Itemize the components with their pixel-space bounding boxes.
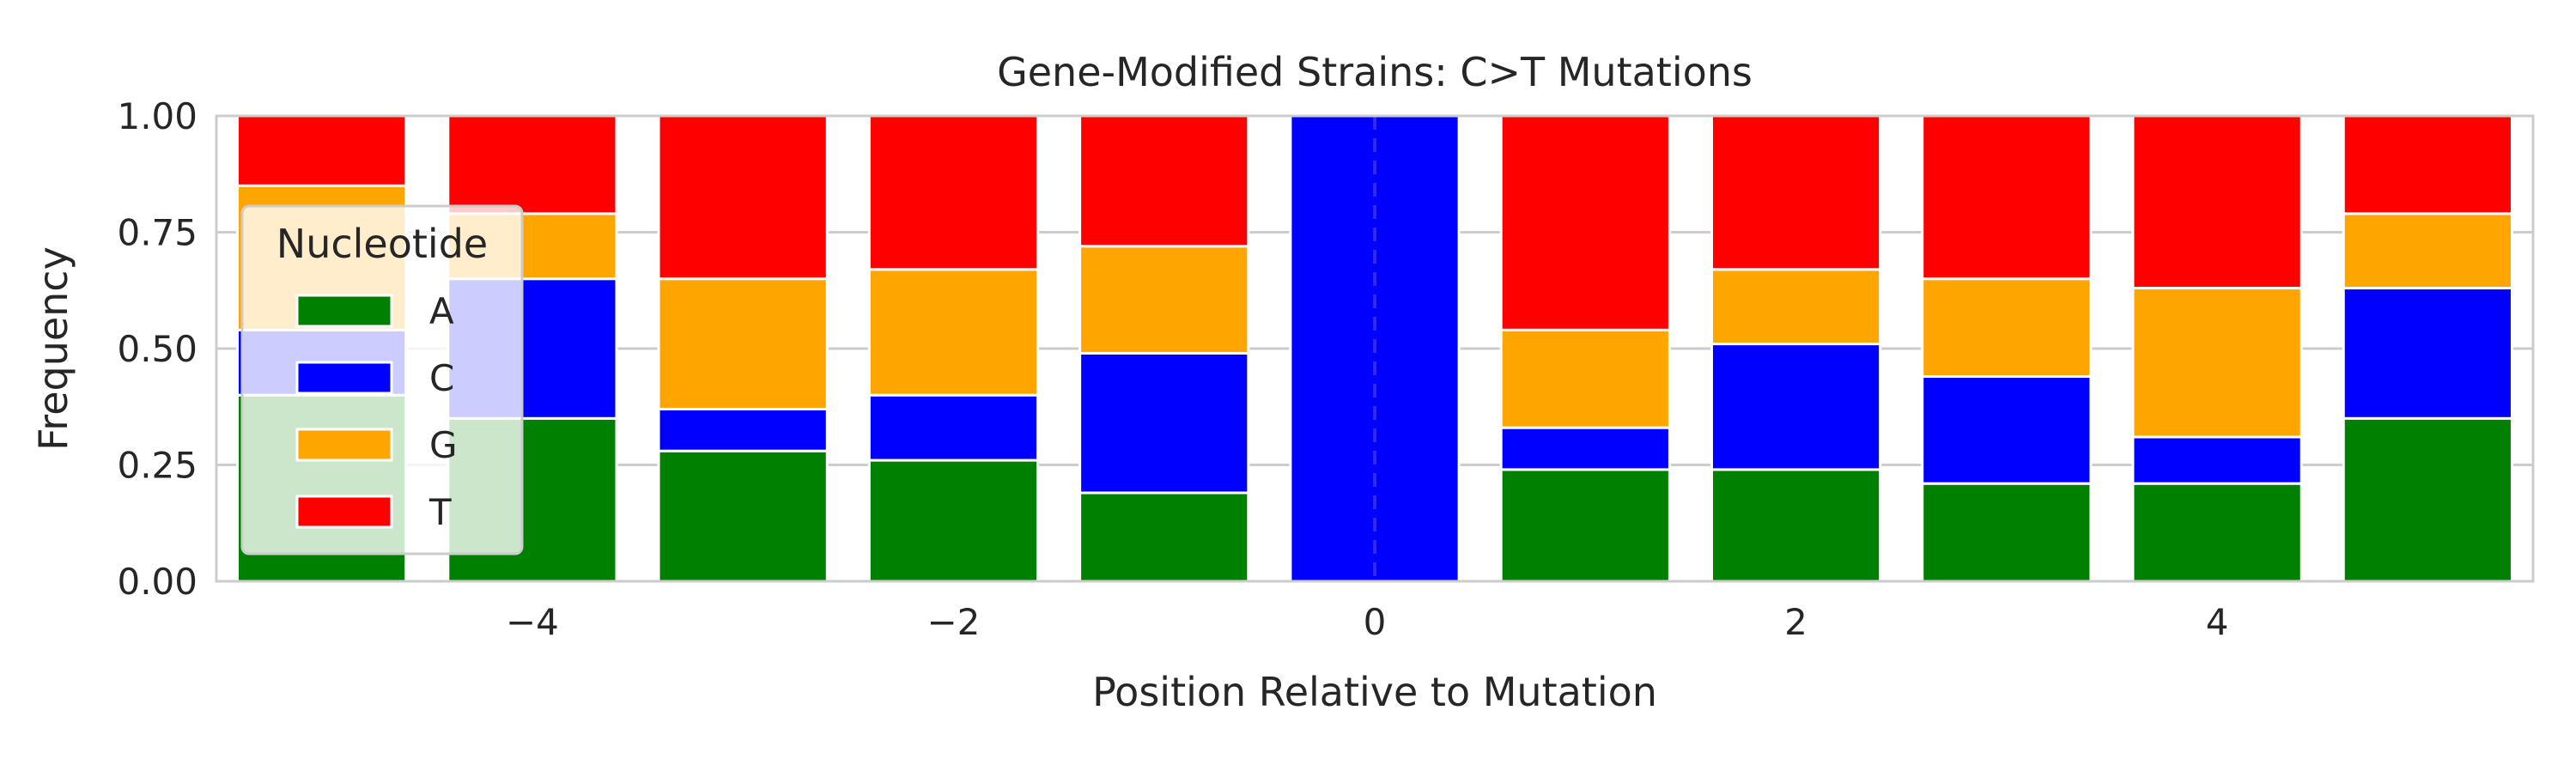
- bar-C-pos-2: [1710, 343, 1882, 471]
- bar-T-pos-2: [1710, 114, 1882, 271]
- y-tick-label: 1.00: [117, 95, 197, 137]
- x-tick-label: 0: [1364, 601, 1387, 643]
- legend-label-C: C: [429, 357, 454, 399]
- bar-A-pos-5: [2342, 416, 2513, 583]
- bar-G-pos--2: [867, 268, 1040, 397]
- bar-G-pos-3: [1921, 277, 2093, 379]
- bar-T-pos--5: [236, 114, 408, 187]
- bar-T-pos--1: [1078, 114, 1250, 248]
- bar-G-pos-4: [2131, 287, 2303, 439]
- legend-label-T: T: [428, 491, 452, 533]
- bar-G-pos--1: [1078, 245, 1250, 355]
- x-tick-label: 4: [2206, 601, 2229, 643]
- bar-T-pos-4: [2131, 114, 2303, 290]
- legend-swatch-A: [295, 294, 393, 328]
- legend-swatch-T: [295, 495, 393, 529]
- y-axis-label: Frequency: [30, 246, 76, 451]
- legend-title: Nucleotide: [276, 221, 488, 267]
- y-tick-label: 0.00: [117, 561, 197, 603]
- bar-A-pos-4: [2131, 482, 2303, 583]
- bar-C-pos-1: [1499, 426, 1671, 471]
- bar-A-pos--2: [867, 458, 1040, 583]
- legend-label-A: A: [429, 290, 454, 332]
- legend-swatch-C: [295, 361, 393, 395]
- bar-G-pos--3: [657, 277, 829, 410]
- bar-A-pos--3: [657, 449, 829, 583]
- bar-C-pos--1: [1078, 351, 1250, 495]
- y-tick-label: 0.25: [117, 445, 197, 487]
- bar-A-pos-2: [1710, 468, 1882, 583]
- bar-T-pos--4: [447, 114, 618, 215]
- bar-A-pos--1: [1078, 491, 1250, 583]
- bar-A-pos-1: [1499, 468, 1671, 583]
- plot-frame: [215, 114, 2535, 583]
- bar-G-pos-2: [1710, 268, 1882, 346]
- bar-C-pos--2: [867, 393, 1040, 462]
- x-tick-label: 2: [1784, 601, 1807, 643]
- y-tick-label: 0.50: [117, 328, 197, 370]
- bar-G-pos-5: [2342, 212, 2513, 290]
- legend-swatch-G: [295, 428, 393, 462]
- chart-title: Gene-Modified Strains: C>T Mutations: [997, 49, 1753, 95]
- bar-C-pos--3: [657, 407, 829, 452]
- bar-T-pos--3: [657, 114, 829, 281]
- bar-T-pos-1: [1499, 114, 1671, 331]
- bar-C-pos-5: [2342, 287, 2513, 420]
- bar-T-pos-3: [1921, 114, 2093, 281]
- legend-label-G: G: [429, 424, 458, 466]
- y-tick-label: 0.75: [117, 212, 197, 254]
- x-tick-label: −2: [927, 601, 980, 643]
- bar-C-pos-3: [1921, 375, 2093, 485]
- bar-G-pos-1: [1499, 328, 1671, 429]
- bar-C-pos-4: [2131, 435, 2303, 485]
- bar-T-pos--2: [867, 114, 1040, 271]
- bar-A-pos-3: [1921, 482, 2093, 583]
- x-axis-label: Position Relative to Mutation: [1092, 669, 1657, 715]
- bar-T-pos-5: [2342, 114, 2513, 215]
- x-tick-label: −4: [506, 601, 559, 643]
- tick-labels: −4 −2 0 2 4 0.00 0.25 0.50 0.75 1.00: [117, 95, 2228, 643]
